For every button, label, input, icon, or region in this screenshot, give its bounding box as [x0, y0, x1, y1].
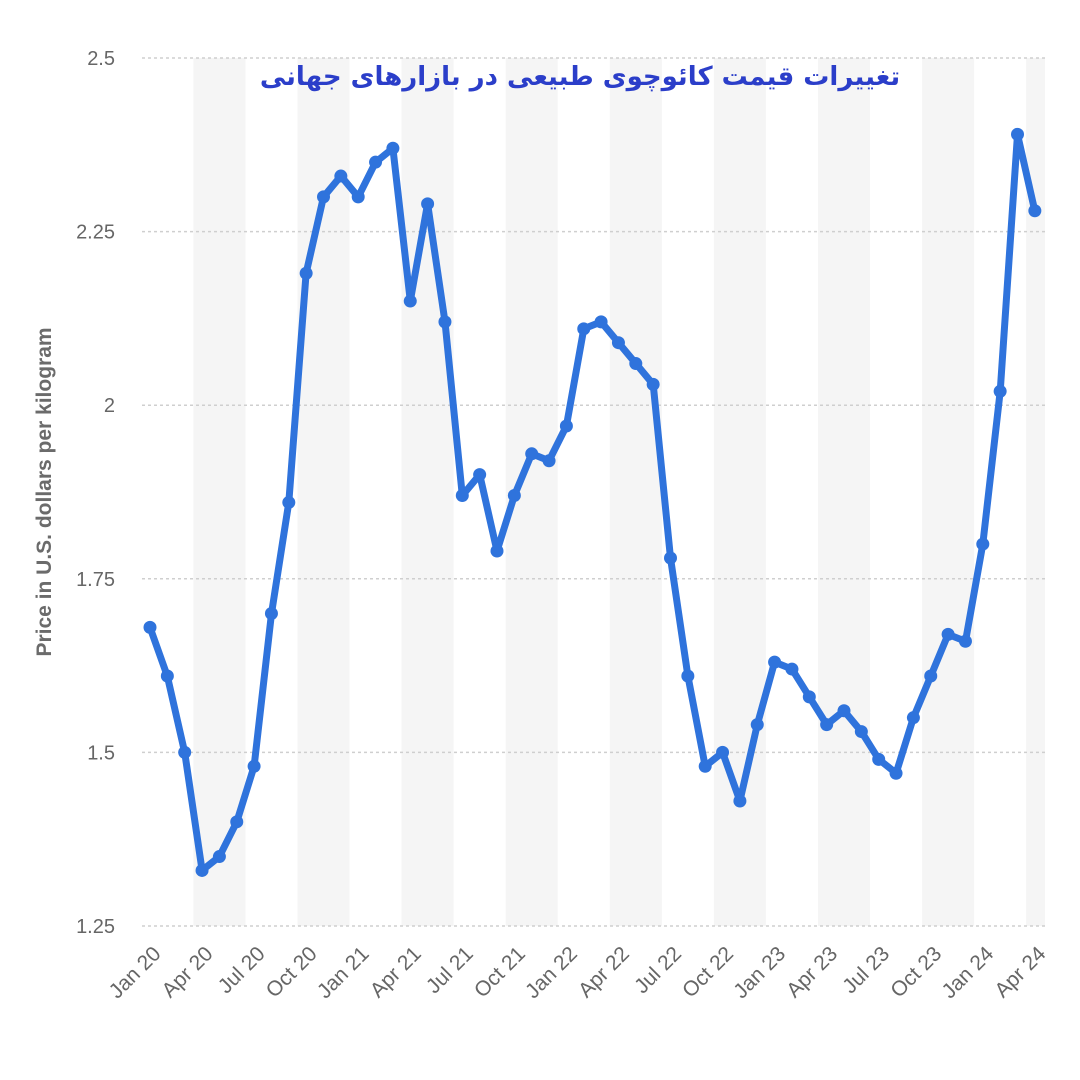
data-point: [143, 620, 157, 634]
y-axis-ticks: 1.25 1.5 1.75 2 2.25 2.5: [76, 48, 115, 938]
data-point: [438, 315, 452, 329]
quarter-band: [193, 58, 246, 926]
gridlines: [142, 57, 1045, 927]
data-point: [629, 357, 643, 371]
data-point: [1011, 127, 1024, 141]
y-tick-label: 1.75: [76, 569, 115, 591]
data-point: [993, 384, 1007, 398]
data-point: [924, 669, 938, 683]
data-point: [525, 447, 539, 461]
quarter-band: [713, 58, 766, 926]
x-tick-label: Oct 20: [262, 942, 322, 1002]
data-point: [872, 752, 886, 766]
data-point: [160, 669, 174, 683]
series-points: [143, 127, 1042, 877]
data-point: [611, 336, 625, 350]
data-point: [195, 863, 209, 877]
quarter-band: [609, 58, 662, 926]
data-point: [421, 197, 435, 211]
x-tick-label: Jul 22: [630, 942, 686, 998]
data-point: [178, 745, 192, 759]
data-point: [698, 759, 712, 773]
data-point: [681, 669, 695, 683]
x-tick-label: Jan 21: [313, 942, 374, 1003]
quarter-band: [1026, 58, 1045, 926]
y-tick-label: 2.5: [87, 48, 115, 70]
quarter-band: [817, 58, 871, 926]
x-tick-label: Apr 20: [158, 942, 218, 1002]
x-tick-label: Apr 23: [782, 942, 842, 1002]
data-point: [820, 718, 834, 732]
data-point: [1028, 204, 1042, 218]
data-point: [455, 488, 469, 502]
data-point: [386, 141, 400, 155]
y-tick-label: 1.25: [76, 916, 115, 938]
data-point: [958, 634, 972, 648]
data-point: [854, 725, 868, 739]
x-tick-label: Jan 20: [105, 942, 166, 1003]
data-point: [941, 627, 955, 641]
quarter-band: [297, 58, 350, 926]
data-point: [750, 718, 764, 732]
x-tick-label: Jan 23: [729, 942, 790, 1003]
data-point: [490, 544, 504, 558]
data-point: [317, 190, 330, 204]
column-bands: [193, 58, 1045, 926]
data-point: [212, 850, 226, 864]
data-point: [646, 377, 660, 391]
data-point: [369, 155, 383, 169]
data-point: [733, 794, 747, 808]
data-point: [768, 655, 782, 669]
series-line: [146, 130, 1039, 874]
data-point: [282, 495, 296, 509]
x-tick-label: Apr 21: [366, 942, 426, 1002]
data-point: [247, 759, 261, 773]
data-point: [542, 454, 556, 468]
y-axis-label: Price in U.S. dollars per kilogram: [33, 327, 56, 657]
x-tick-label: Oct 21: [470, 942, 530, 1002]
x-tick-label: Jan 22: [521, 942, 582, 1003]
data-point: [664, 551, 677, 565]
data-point: [403, 294, 417, 308]
data-point: [976, 537, 990, 551]
data-point: [299, 266, 313, 280]
y-tick-label: 1.5: [87, 742, 115, 764]
data-point: [473, 468, 487, 482]
quarter-band: [922, 58, 975, 926]
data-point: [577, 322, 591, 336]
x-tick-label: Jul 21: [422, 942, 478, 998]
data-point: [230, 815, 244, 829]
data-point: [351, 190, 365, 204]
x-tick-label: Jul 20: [214, 942, 270, 998]
x-tick-label: Oct 22: [678, 942, 738, 1002]
y-tick-label: 2: [104, 395, 115, 417]
data-point: [889, 766, 903, 780]
data-point: [507, 488, 521, 502]
y-tick-label: 2.25: [76, 222, 115, 244]
data-point: [802, 690, 816, 704]
data-point: [264, 607, 278, 621]
data-point: [559, 419, 573, 433]
x-tick-label: Oct 23: [886, 942, 946, 1002]
x-tick-label: Apr 24: [990, 942, 1050, 1002]
x-tick-label: Jul 23: [838, 942, 894, 998]
data-point: [334, 169, 348, 183]
data-point: [837, 704, 851, 718]
data-point: [716, 745, 730, 759]
x-tick-label: Apr 22: [574, 942, 634, 1002]
quarter-band: [401, 58, 454, 926]
data-point: [906, 711, 920, 725]
x-tick-label: Jan 24: [937, 942, 998, 1003]
data-point: [785, 662, 799, 676]
data-point: [594, 315, 608, 329]
chart-title: تغییرات قیمت کائوچوی طبیعی در بازارهای ج…: [259, 62, 901, 92]
